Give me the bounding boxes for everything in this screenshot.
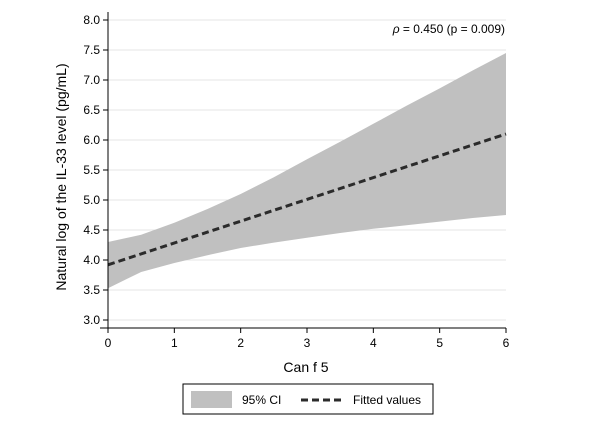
correlation-annotation: ρ = 0.450 (p = 0.009) xyxy=(392,22,505,36)
y-tick-label: 7.0 xyxy=(83,73,100,87)
ci-band xyxy=(108,53,506,289)
legend-ci-label: 95% CI xyxy=(242,393,281,407)
x-tick-label: 0 xyxy=(105,336,112,350)
x-tick-label: 6 xyxy=(503,336,510,350)
x-tick-label: 2 xyxy=(237,336,244,350)
legend: 95% CI Fitted values xyxy=(182,383,434,415)
correlation-value: = 0.450 (p = 0.009) xyxy=(400,22,505,36)
legend-fitted-label: Fitted values xyxy=(353,393,421,407)
y-tick-label: 6.0 xyxy=(83,133,100,147)
fitted-line xyxy=(107,132,507,267)
tick-marks xyxy=(103,19,507,333)
y-tick-label: 3.5 xyxy=(83,283,100,297)
legend-ci-swatch xyxy=(191,391,232,408)
y-tick-label: 3.0 xyxy=(83,313,100,327)
y-tick-label: 4.0 xyxy=(83,253,100,267)
y-axis-title: Natural log of the IL-33 level (pg/mL) xyxy=(53,63,69,290)
y-tick-label: 7.5 xyxy=(83,43,100,57)
y-tick-label: 5.0 xyxy=(83,193,100,207)
y-tick-label: 8.0 xyxy=(83,13,100,27)
x-tick-label: 4 xyxy=(370,336,377,350)
x-tick-label: 3 xyxy=(304,336,311,350)
rho-symbol: ρ xyxy=(392,22,400,36)
y-tick-label: 5.5 xyxy=(83,163,100,177)
x-tick-label: 1 xyxy=(171,336,178,350)
y-tick-label: 4.5 xyxy=(83,223,100,237)
tick-labels: 3.0 3.5 4.0 4.5 5.0 5.5 6.0 6.5 7.0 7.5 8.0 0 1 2 3 4 5 6 xyxy=(83,13,509,350)
x-axis-title: Can f 5 xyxy=(283,359,328,375)
x-tick-label: 5 xyxy=(436,336,443,350)
y-tick-label: 6.5 xyxy=(83,103,100,117)
